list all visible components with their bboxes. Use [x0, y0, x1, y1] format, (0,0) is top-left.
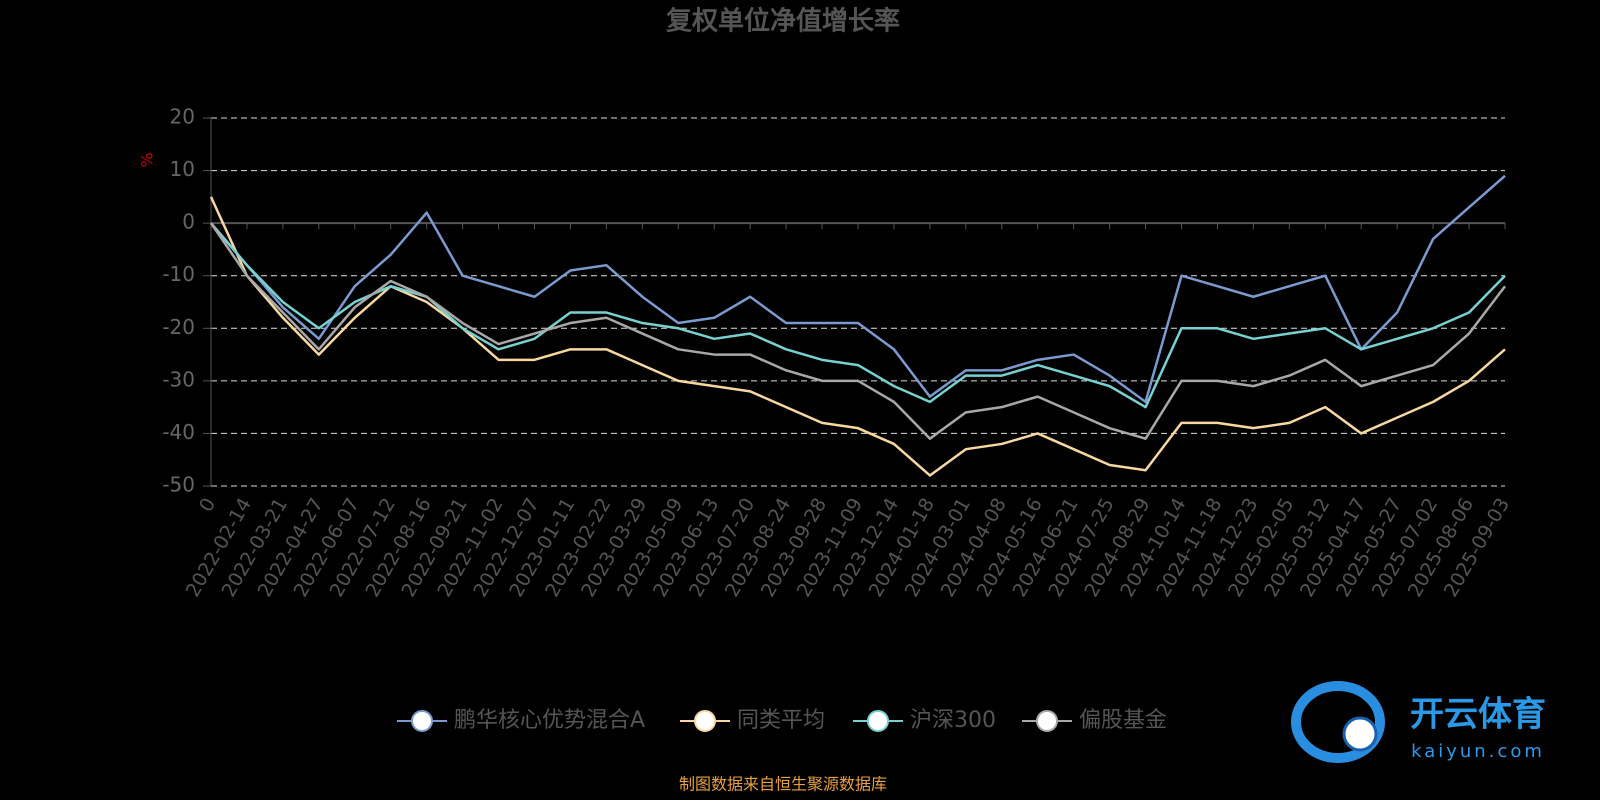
chart-title: 复权单位净值增长率 — [666, 6, 900, 37]
logo-brand: 开云体育 — [1410, 695, 1546, 735]
y-tick-label: -40 — [162, 420, 195, 444]
logo-ball — [1342, 716, 1378, 752]
logo-site: kaiyun.com — [1411, 741, 1545, 762]
y-tick-label: -30 — [162, 367, 195, 391]
legend-marker — [867, 710, 889, 732]
logo-ring — [1291, 681, 1385, 763]
legend-marker — [1036, 710, 1058, 732]
logo: 开云体育 kaiyun.com — [1291, 681, 1546, 763]
legend-label: 同类平均 — [737, 708, 825, 733]
series-line — [209, 222, 1506, 440]
y-tick-label: -20 — [162, 315, 195, 339]
y-tick-label: 10 — [170, 157, 195, 181]
y-tick-label: 20 — [170, 105, 195, 129]
y-tick-label: -10 — [162, 262, 195, 286]
y-tick-label: -50 — [162, 473, 195, 497]
y-axis-label: % — [138, 152, 157, 167]
source-note: 制图数据来自恒生聚源数据库 — [679, 775, 887, 794]
y-tick-label: 0 — [182, 210, 195, 234]
legend-marker — [694, 710, 716, 732]
series-line — [210, 174, 1506, 404]
legend-label: 鹏华核心优势混合A — [454, 708, 645, 733]
legend-label: 偏股基金 — [1079, 708, 1167, 733]
legend-label: 沪深300 — [910, 708, 996, 733]
legend-marker — [411, 710, 433, 732]
series-line — [209, 196, 1506, 477]
